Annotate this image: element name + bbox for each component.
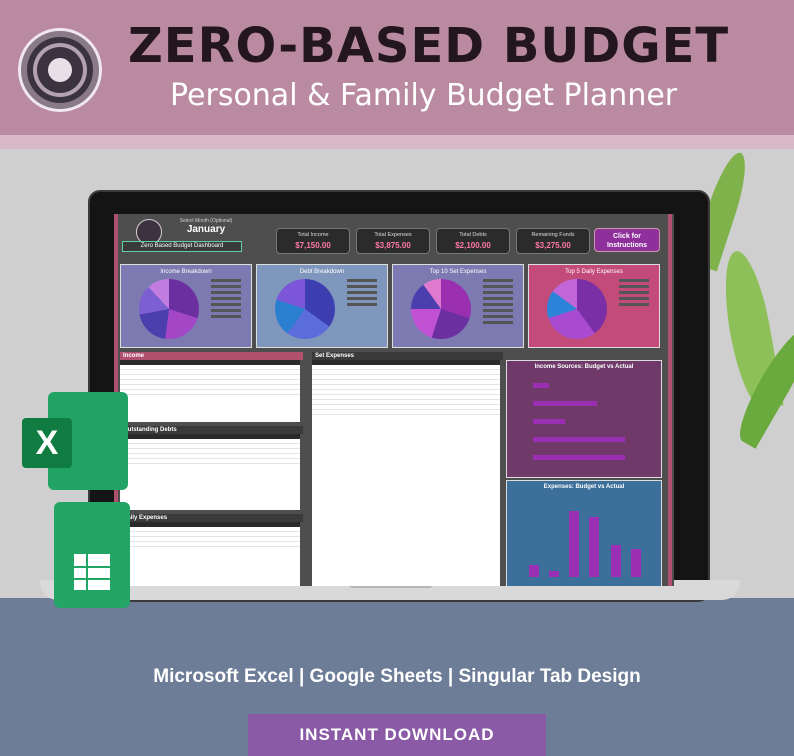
excel-icon-letter: X	[22, 418, 72, 468]
income-bar	[533, 401, 597, 406]
kpi-value: $2,100.00	[455, 241, 491, 250]
set-expenses-section-header: Set Expenses	[312, 352, 503, 360]
dashboard-label: Zero Based Budget Dashboard	[122, 241, 242, 252]
income-breakdown-panel: Income Breakdown	[120, 264, 252, 348]
kpi-label: Total Expenses	[374, 232, 412, 238]
table-row	[120, 459, 300, 464]
daily-expenses-section-header: Daily Expenses	[120, 514, 303, 522]
set-expenses-legend	[483, 279, 519, 327]
table-row	[120, 444, 300, 449]
table-row	[312, 385, 500, 390]
month-option-label: Select Month (Optional)	[179, 218, 233, 224]
kpi-total-debts: Total Debts $2,100.00	[436, 228, 510, 254]
instructions-button[interactable]: Click for Instructions	[594, 228, 660, 252]
expense-bar	[589, 517, 599, 577]
pink-border-right	[668, 214, 672, 586]
set-expenses-table[interactable]	[312, 360, 500, 586]
income-pie	[139, 279, 199, 339]
kpi-value: $3,275.00	[535, 241, 571, 250]
expense-bar	[549, 571, 559, 577]
table-row	[312, 395, 500, 400]
kpi-value: $7,150.00	[295, 241, 331, 250]
kpi-total-income: Total Income $7,150.00	[276, 228, 350, 254]
expense-bar	[631, 549, 641, 577]
page-subtitle: Personal & Family Budget Planner	[170, 78, 678, 113]
income-bar	[533, 383, 549, 388]
daily-expenses-table[interactable]	[120, 522, 300, 586]
kpi-total-expenses: Total Expenses $3,875.00	[356, 228, 430, 254]
month-value: January	[186, 224, 226, 235]
top5-daily-expenses-panel: Top 5 Daily Expenses	[528, 264, 660, 348]
kpi-label: Total Income	[297, 232, 329, 238]
expense-bar	[529, 565, 539, 577]
google-sheets-icon	[54, 502, 130, 608]
table-header	[120, 434, 300, 439]
set-expenses-pie	[411, 279, 471, 339]
table-row	[120, 375, 300, 380]
table-row	[312, 390, 500, 395]
chart-title: Income Sources: Budget vs Actual	[534, 364, 634, 370]
panel-title: Top 10 Set Expenses	[429, 269, 487, 275]
expense-bar	[569, 511, 579, 577]
header-banner: ZERO-BASED BUDGET Personal & Family Budg…	[0, 0, 794, 149]
table-row	[120, 527, 300, 532]
table-row	[120, 370, 300, 375]
top10-set-expenses-panel: Top 10 Set Expenses	[392, 264, 524, 348]
table-row	[312, 380, 500, 385]
table-row	[312, 370, 500, 375]
income-sources-chart: Income Sources: Budget vs Actual	[506, 360, 662, 478]
table-row	[312, 410, 500, 415]
table-row	[120, 385, 300, 390]
table-row	[120, 454, 300, 459]
table-row	[312, 405, 500, 410]
debt-legend	[347, 279, 383, 309]
panel-title: Top 5 Daily Expenses	[565, 269, 623, 275]
debt-pie	[275, 279, 335, 339]
daily-expenses-pie	[547, 279, 607, 339]
table-row	[120, 532, 300, 537]
page-title: ZERO-BASED BUDGET	[128, 18, 730, 74]
table-row	[120, 542, 300, 547]
table-header	[120, 360, 300, 365]
table-header	[120, 522, 300, 527]
panel-title: Debt Breakdown	[299, 269, 345, 275]
month-selector[interactable]: Select Month (Optional) January	[168, 218, 244, 235]
platform-support-text: Microsoft Excel | Google Sheets | Singul…	[153, 666, 641, 687]
income-bar	[533, 437, 625, 442]
expense-bar	[611, 545, 621, 577]
daily-expenses-legend	[619, 279, 655, 309]
outstanding-debts-section-header: Outstanding Debts	[120, 426, 303, 434]
income-bar	[533, 455, 625, 460]
sheets-grid	[74, 554, 110, 590]
panel-title: Income Breakdown	[160, 269, 212, 275]
kpi-label: Total Debts	[459, 232, 487, 238]
income-table[interactable]	[120, 360, 300, 422]
kpi-value: $3,875.00	[375, 241, 411, 250]
kpi-remaining-funds: Remaining Funds $3,275.00	[516, 228, 590, 254]
table-row	[312, 375, 500, 380]
table-row	[120, 439, 300, 444]
income-section-header: Income	[120, 352, 303, 360]
brand-logo	[18, 28, 102, 112]
table-header	[312, 360, 500, 365]
expenses-chart: Expenses: Budget vs Actual	[506, 480, 662, 586]
chart-title: Expenses: Budget vs Actual	[543, 484, 625, 490]
kpi-label: Remaining Funds	[531, 232, 575, 238]
table-row	[120, 537, 300, 542]
table-row	[120, 380, 300, 385]
debt-breakdown-panel: Debt Breakdown	[256, 264, 388, 348]
excel-icon: X	[22, 392, 128, 490]
income-legend	[211, 279, 247, 321]
table-row	[120, 365, 300, 370]
table-row	[312, 400, 500, 405]
table-row	[312, 365, 500, 370]
income-bar	[533, 419, 565, 424]
instant-download-button[interactable]: INSTANT DOWNLOAD	[248, 714, 546, 756]
debts-table[interactable]	[120, 434, 300, 510]
table-row	[120, 449, 300, 454]
table-row	[120, 390, 300, 395]
spreadsheet-screen: Select Month (Optional) January Zero Bas…	[114, 214, 674, 586]
